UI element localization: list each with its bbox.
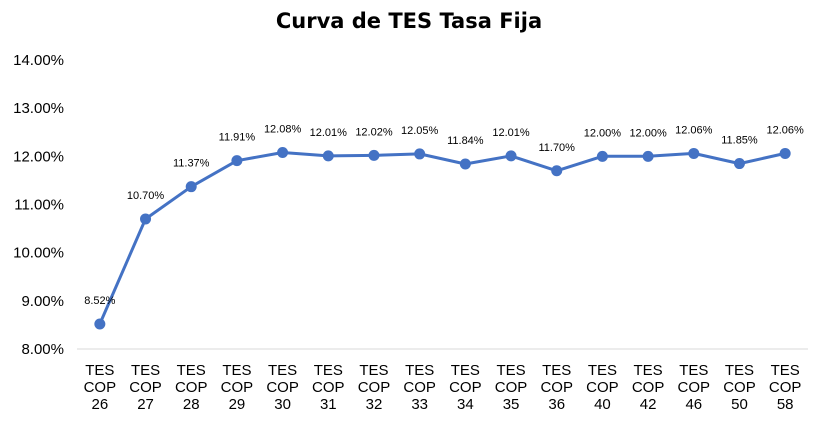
x-tick-label: TES COP 58: [769, 362, 802, 413]
y-tick-label: 9.00%: [21, 293, 64, 310]
data-label: 12.00%: [629, 127, 667, 139]
data-point: [505, 150, 517, 162]
x-tick-label: TES COP 40: [586, 362, 619, 413]
y-tick-label: 14.00%: [13, 52, 64, 69]
data-label: 11.37%: [173, 158, 210, 170]
data-label: 12.00%: [584, 127, 622, 139]
x-tick-label: TES COP 29: [221, 362, 254, 413]
series-markers: [94, 146, 791, 330]
data-point: [688, 147, 700, 159]
data-label: 12.02%: [355, 126, 393, 138]
series-line: [98, 151, 787, 326]
data-point: [596, 150, 608, 162]
x-tick-label: TES COP 36: [540, 362, 573, 413]
x-tick-label: TES COP 31: [312, 362, 345, 413]
data-label: 11.91%: [219, 132, 256, 144]
data-label: 12.08%: [264, 123, 302, 135]
x-tick-label: TES COP 26: [84, 362, 117, 413]
data-label: 11.85%: [721, 135, 758, 147]
data-point: [414, 148, 426, 160]
x-axis: TES COP 26 TES COP 27 TES COP 28 TES COP 29 TES COP 30…: [84, 362, 802, 413]
y-tick-label: 10.00%: [13, 245, 64, 262]
data-point: [459, 158, 471, 170]
data-point: [368, 149, 380, 161]
data-label: 12.01%: [492, 127, 530, 139]
x-tick-label: TES COP 50: [723, 362, 756, 413]
x-tick-label: TES COP 34: [449, 362, 482, 413]
data-label: 8.52%: [84, 295, 115, 307]
data-point: [322, 150, 334, 162]
data-point: [733, 158, 745, 170]
y-tick-label: 13.00%: [13, 100, 64, 117]
data-label: 12.01%: [310, 127, 348, 139]
data-point: [551, 165, 563, 177]
data-point: [94, 318, 106, 330]
chart-title: Curva de TES Tasa Fija: [276, 9, 542, 33]
x-tick-label: TES COP 32: [358, 362, 391, 413]
x-tick-label: TES COP 46: [678, 362, 711, 413]
data-point: [140, 213, 152, 225]
y-axis: 14.00% 13.00% 12.00% 11.00% 10.00% 9.00% 8.00%: [13, 52, 64, 358]
data-label: 12.06%: [675, 124, 713, 136]
y-tick-label: 11.00%: [14, 197, 64, 214]
x-tick-label: TES COP 42: [632, 362, 665, 413]
x-tick-label: TES COP 27: [129, 362, 162, 413]
x-tick-label: TES COP 30: [266, 362, 299, 413]
data-labels: 8.52% 10.70% 11.37% 11.91% 12.08% 12.01% 12.02…: [84, 123, 804, 306]
data-label: 11.84%: [447, 135, 484, 147]
data-point: [779, 147, 791, 159]
data-point: [231, 155, 243, 167]
x-tick-label: TES COP 35: [495, 362, 528, 413]
data-label: 11.70%: [538, 142, 575, 154]
data-label: 10.70%: [127, 190, 165, 202]
y-tick-label: 12.00%: [13, 148, 64, 165]
x-tick-label: TES COP 28: [175, 362, 208, 413]
data-point: [642, 150, 654, 162]
x-tick-label: TES COP 33: [403, 362, 436, 413]
data-point: [185, 181, 197, 193]
y-tick-label: 8.00%: [21, 341, 64, 358]
data-label: 12.06%: [767, 124, 805, 136]
data-label: 12.05%: [401, 125, 439, 137]
data-point: [277, 146, 289, 158]
